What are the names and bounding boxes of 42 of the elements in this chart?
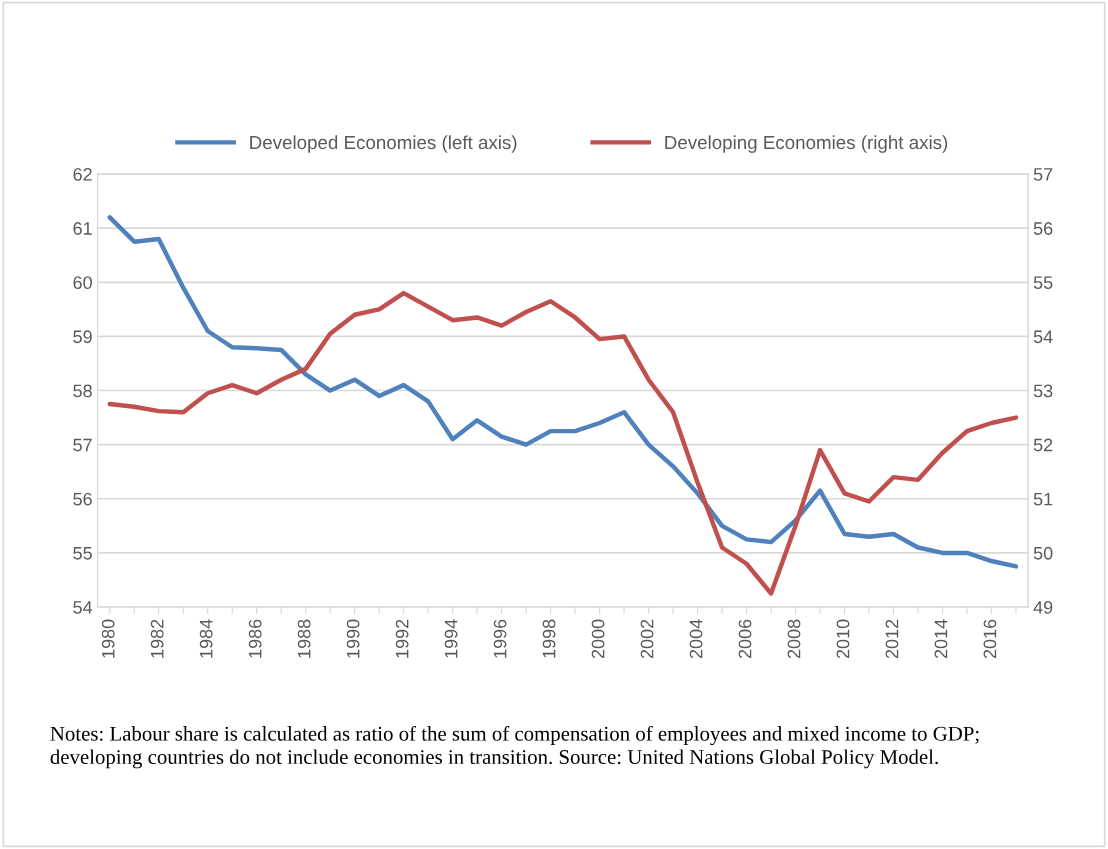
legend-label: Developed Economies (left axis) bbox=[250, 135, 517, 153]
y-tick-label: 54 bbox=[73, 601, 93, 614]
x-tick-label: 1980 bbox=[101, 619, 115, 658]
y-tick-label: 62 bbox=[73, 167, 92, 181]
y-tick-label: 57 bbox=[73, 438, 92, 452]
x-tick-label: 1986 bbox=[248, 619, 262, 658]
text: Notes: Labour share is calculated as ratio of the sum of compensation of employees and mixed income to GDP; developing countries do not include economies in transition. Source: United Nations Global Policy Model. bbox=[50, 725, 979, 769]
x-tick-label: 2010 bbox=[836, 619, 850, 659]
x-tick-label: 2002 bbox=[640, 619, 654, 659]
y-tick-label: 55 bbox=[73, 547, 92, 560]
y-tick-label: 58 bbox=[73, 384, 92, 398]
y-tick-label: 61 bbox=[73, 222, 92, 235]
x-tick-label: 1984 bbox=[199, 619, 213, 658]
x-tick-label: 1988 bbox=[297, 619, 311, 658]
y2-tick-label: 56 bbox=[1033, 222, 1053, 235]
x-tick-label: 2004 bbox=[689, 619, 703, 659]
y2-tick-label: 57 bbox=[1033, 168, 1053, 181]
x-tick-label: 1992 bbox=[395, 619, 409, 658]
y2-tick-label: 53 bbox=[1033, 384, 1053, 398]
y-tick-label: 59 bbox=[73, 330, 92, 344]
x-tick-label: 1990 bbox=[346, 619, 360, 658]
x-tick-label: 1996 bbox=[493, 619, 507, 658]
line-series bbox=[107, 290, 1019, 596]
y2-tick-label: 51 bbox=[1033, 492, 1053, 506]
x-tick-label: 2012 bbox=[885, 619, 899, 659]
line-series bbox=[107, 215, 1019, 569]
x-tick-label: 2016 bbox=[983, 619, 997, 659]
x-tick-label: 2000 bbox=[591, 619, 605, 659]
x-tick-label: 2006 bbox=[738, 619, 752, 659]
x-tick-label: 1982 bbox=[150, 619, 164, 658]
x-tick-label: 1998 bbox=[542, 619, 556, 658]
y2-tick-label: 52 bbox=[1033, 438, 1053, 452]
y-tick-label: 56 bbox=[73, 492, 92, 506]
legend-label: Developing Economies (right axis) bbox=[665, 135, 948, 153]
x-tick-label: 2008 bbox=[787, 619, 801, 659]
y-tick-label: 60 bbox=[73, 276, 92, 290]
y2-tick-label: 54 bbox=[1033, 330, 1053, 344]
x-tick-label: 2014 bbox=[934, 619, 948, 659]
y2-tick-label: 49 bbox=[1033, 600, 1053, 614]
x-tick-label: 1994 bbox=[444, 619, 458, 658]
y2-tick-label: 55 bbox=[1033, 276, 1053, 290]
y2-tick-label: 50 bbox=[1033, 546, 1053, 560]
